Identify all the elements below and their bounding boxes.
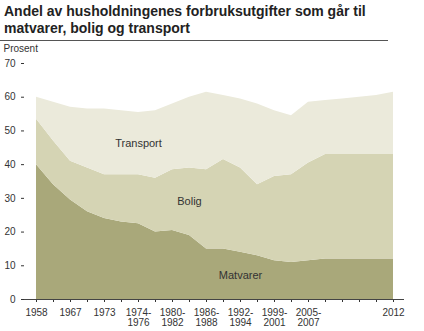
- svg-text:Prosent: Prosent: [4, 43, 39, 54]
- svg-text:20: 20: [4, 226, 16, 237]
- svg-text:1967: 1967: [59, 307, 82, 318]
- svg-text:1999-2001: 1999-2001: [262, 307, 288, 328]
- svg-text:1986-1988: 1986-1988: [194, 307, 220, 328]
- svg-text:40: 40: [4, 159, 16, 170]
- svg-text:70: 70: [4, 58, 16, 69]
- svg-text:1992-1994: 1992-1994: [228, 307, 254, 328]
- svg-text:1974-1976: 1974-1976: [126, 307, 152, 328]
- svg-text:2012: 2012: [382, 307, 405, 318]
- svg-text:50: 50: [4, 125, 16, 136]
- svg-text:30: 30: [4, 193, 16, 204]
- svg-text:Transport: Transport: [115, 137, 162, 149]
- svg-text:0: 0: [10, 294, 16, 305]
- svg-text:1980-1982: 1980-1982: [160, 307, 186, 328]
- svg-text:60: 60: [4, 91, 16, 102]
- svg-text:1973: 1973: [93, 307, 116, 318]
- html-text:Andel av husholdningenes forbr: Andel av husholdningenes forbruksutgifte…: [4, 3, 366, 36]
- svg-text:Bolig: Bolig: [177, 195, 201, 207]
- svg-text:Matvarer: Matvarer: [219, 269, 263, 281]
- svg-text:10: 10: [4, 260, 16, 271]
- svg-text:2005-2007: 2005-2007: [296, 307, 322, 328]
- svg-text:1958: 1958: [25, 307, 48, 318]
